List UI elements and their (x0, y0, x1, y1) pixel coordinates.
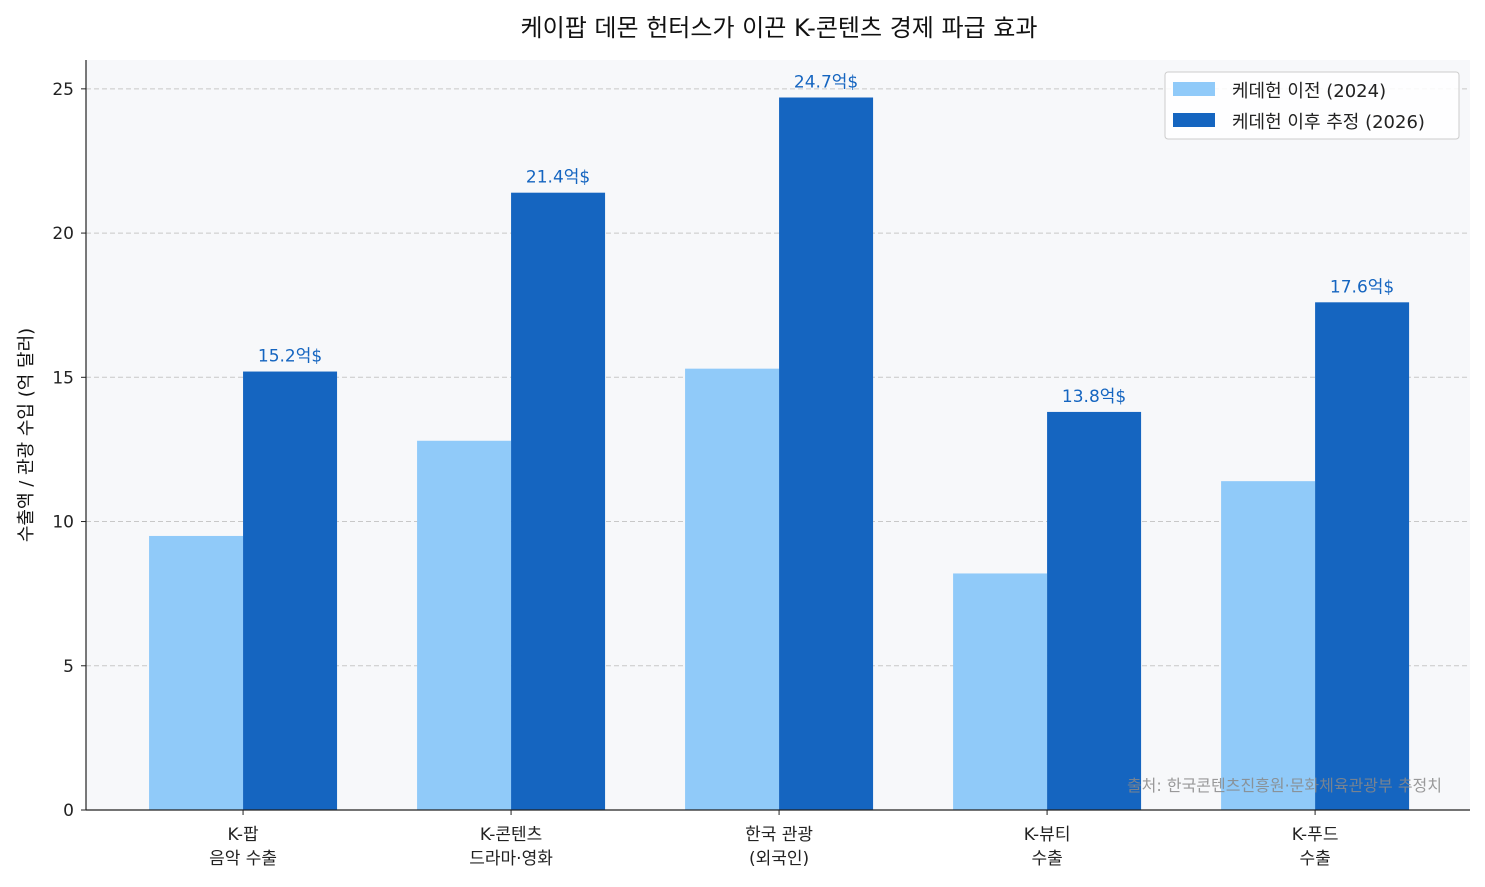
bar-2026 (243, 371, 338, 810)
x-tick-label: 수출 (1299, 849, 1330, 869)
bar-2024 (149, 535, 244, 810)
legend-box (1164, 71, 1460, 140)
legend: 케데헌 이전 (2024) 케데헌 이후 추정 (2026) (1164, 71, 1460, 140)
y-tick-label: 20 (52, 224, 74, 244)
bar-2024 (417, 440, 512, 810)
bar-2026 (1315, 302, 1410, 810)
y-tick-label: 0 (63, 801, 74, 821)
bar-2026 (511, 192, 606, 810)
x-tick-label: K-팝 (227, 825, 258, 845)
bar-2024 (1221, 481, 1316, 810)
legend-swatch-2026 (1173, 113, 1215, 127)
bar-2026 (779, 97, 874, 810)
y-tick-label: 5 (63, 657, 74, 677)
source-annotation: 출처: 한국콘텐츠진흥원·문화체육관광부 추정치 (1127, 776, 1442, 795)
x-tick-label: 수출 (1031, 849, 1062, 869)
x-tick-label: 한국 관광 (745, 825, 813, 845)
y-tick-label: 15 (52, 368, 74, 388)
legend-label-2026: 케데헌 이후 추정 (2026) (1232, 112, 1425, 133)
data-label: 24.7억$ (794, 73, 858, 93)
legend-label-2024: 케데헌 이전 (2024) (1232, 81, 1386, 102)
chart-title: 케이팝 데몬 헌터스가 이끈 K-콘텐츠 경제 파급 효과 (521, 14, 1038, 42)
x-tick-label: K-뷰티 (1024, 825, 1071, 845)
legend-swatch-2024 (1173, 82, 1215, 96)
data-label: 15.2억$ (258, 347, 322, 367)
y-axis-label: 수출액 / 관광 수입 (억 달러) (16, 328, 37, 542)
data-label: 21.4억$ (526, 168, 590, 188)
y-tick-label: 10 (52, 513, 74, 533)
x-tick-label: K-푸드 (1292, 825, 1339, 845)
x-tick-label: (외국인) (749, 849, 809, 869)
y-tick-label: 25 (52, 80, 74, 100)
x-tick-label: 드라마·영화 (469, 849, 553, 869)
bar-2024 (953, 573, 1048, 810)
bar-2024 (685, 368, 780, 810)
x-tick-label: K-콘텐츠 (480, 825, 542, 845)
data-label: 17.6억$ (1330, 277, 1394, 297)
x-tick-label: 음악 수출 (209, 849, 277, 869)
data-label: 13.8억$ (1062, 387, 1126, 407)
bar-2026 (1047, 411, 1142, 810)
